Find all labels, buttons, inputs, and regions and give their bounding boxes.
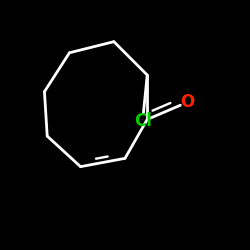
Text: Cl: Cl bbox=[134, 112, 152, 130]
Text: O: O bbox=[180, 94, 194, 112]
